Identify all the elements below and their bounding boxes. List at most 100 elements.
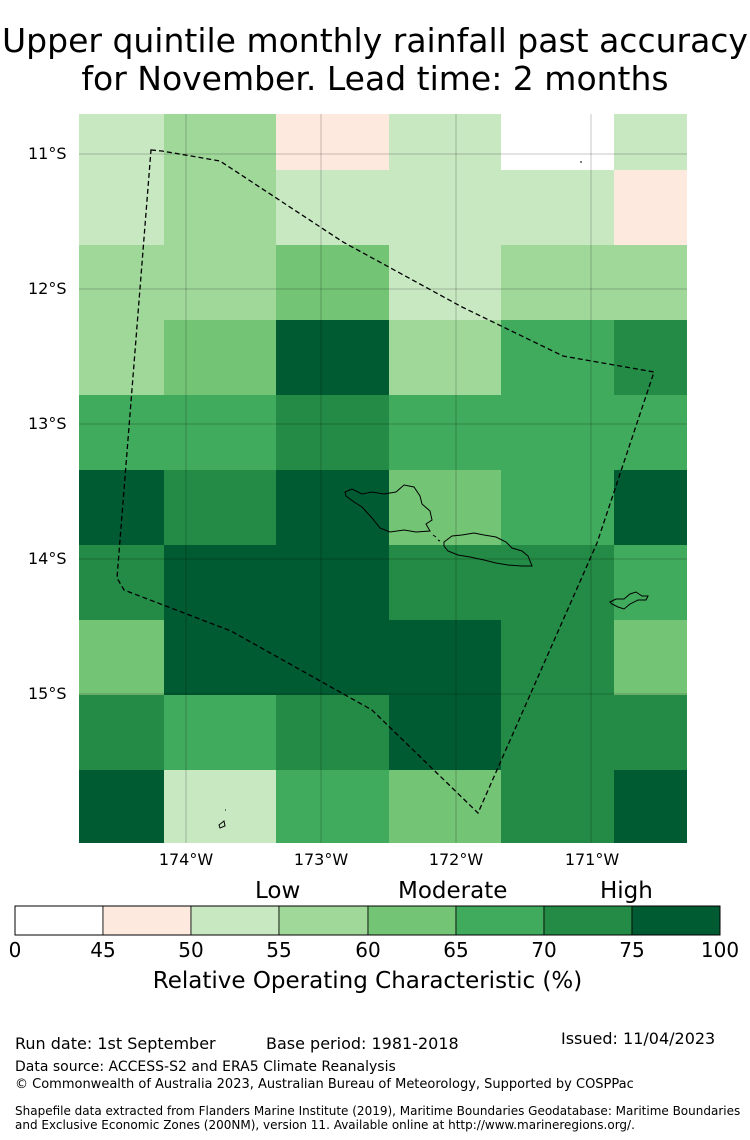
colorbar-bin-55-60 — [278, 905, 369, 936]
grid-cell-r2-c5 — [614, 245, 687, 320]
small-islet-2 — [437, 539, 441, 542]
grid-cell-r3-c0 — [79, 320, 164, 395]
colorbar-tick-100: 100 — [700, 938, 740, 962]
colorbar-category-moderate: Moderate — [398, 878, 508, 904]
colorbar-tick-70: 70 — [531, 938, 557, 962]
grid-cell-r2-c4 — [501, 245, 614, 320]
colorbar-tick-65: 65 — [443, 938, 469, 962]
grid-cell-r7-c5 — [614, 620, 687, 695]
colorbar-category-high: High — [600, 878, 653, 904]
small-islet-1 — [432, 534, 437, 538]
lat-label-14s: 14°S — [28, 549, 67, 568]
lat-label-11s: 11°S — [28, 144, 67, 163]
grid-cell-r5-c3 — [389, 470, 501, 545]
issued-date: Issued: 11/04/2023 — [561, 1029, 716, 1048]
grid-cell-r3-c1 — [164, 320, 276, 395]
grid-cell-r4-c3 — [389, 395, 501, 470]
rainfall-accuracy-grid — [79, 114, 687, 843]
grid-cell-r8-c2 — [276, 695, 389, 770]
lat-label-13s: 13°S — [28, 414, 67, 433]
colorbar-bin-75-100 — [631, 905, 721, 936]
colorbar-tick-60: 60 — [355, 938, 381, 962]
grid-cell-r2-c0 — [79, 245, 164, 320]
grid-cell-r1-c2 — [276, 170, 389, 245]
grid-cell-r9-c3 — [389, 770, 501, 843]
grid-cell-r6-c2 — [276, 545, 389, 620]
lon-label-174w: 174°W — [158, 850, 214, 869]
grid-cell-r5-c0 — [79, 470, 164, 545]
tutuila-island — [609, 591, 649, 610]
grid-cell-r7-c2 — [276, 620, 389, 695]
grid-cell-r3-c3 — [389, 320, 501, 395]
grid-cell-r1-c0 — [79, 170, 164, 245]
graticule — [79, 114, 687, 843]
grid-cell-r9-c1 — [164, 770, 276, 843]
savaii-island — [344, 484, 433, 533]
grid-cell-r3-c2 — [276, 320, 389, 395]
lon-label-171w: 171°W — [564, 850, 620, 869]
colorbar-category-low: Low — [255, 878, 301, 904]
grid-cell-r7-c1 — [164, 620, 276, 695]
colorbar-tick-0: 0 — [8, 938, 22, 962]
title-line-2: for November. Lead time: 2 months — [81, 59, 669, 98]
colorbar-bins — [14, 905, 721, 936]
grid-cell-r9-c0 — [79, 770, 164, 843]
lat-label-15s: 15°S — [28, 684, 67, 703]
grid-cell-r7-c0 — [79, 620, 164, 695]
grid-cell-r8-c5 — [614, 695, 687, 770]
grid-cell-r4-c5 — [614, 395, 687, 470]
grid-cell-r5-c5 — [614, 470, 687, 545]
grid-cell-r2-c1 — [164, 245, 276, 320]
grid-cell-r6-c1 — [164, 545, 276, 620]
grid-cell-r6-c0 — [79, 545, 164, 620]
colorbar-axis-label: Relative Operating Characteristic (%) — [152, 968, 583, 994]
grid-cell-r3-c4 — [501, 320, 614, 395]
grid-cell-r6-c4 — [501, 545, 614, 620]
grid-cell-r8-c1 — [164, 695, 276, 770]
grid-cell-r8-c4 — [501, 695, 614, 770]
map-title: Upper quintile monthly rainfall past acc… — [0, 22, 750, 98]
colorbar-bin-45-50 — [102, 905, 192, 936]
copyright: © Commonwealth of Australia 2023, Austra… — [15, 1077, 634, 1092]
grid-cell-r9-c5 — [614, 770, 687, 843]
data-source: Data source: ACCESS-S2 and ERA5 Climate … — [15, 1059, 396, 1075]
colorbar-tick-50: 50 — [178, 938, 204, 962]
grid-cell-r7-c3 — [389, 620, 501, 695]
grid-cell-r0-c1 — [164, 114, 276, 170]
grid-cell-r4-c0 — [79, 395, 164, 470]
grid-cell-r0-c4 — [501, 114, 614, 170]
grid-cell-r1-c5 — [614, 170, 687, 245]
colorbar-bin-70-75 — [543, 905, 633, 936]
grid-cell-r8-c3 — [389, 695, 501, 770]
grid-cell-r4-c4 — [501, 395, 614, 470]
grid-cell-r4-c2 — [276, 395, 389, 470]
colorbar-bin-0-45 — [14, 905, 104, 936]
lon-label-173w: 173°W — [293, 850, 349, 869]
colorbar-bin-60-65 — [367, 905, 457, 936]
grid-cell-r0-c3 — [389, 114, 501, 170]
colorbar-frame — [14, 905, 721, 936]
coastlines — [218, 161, 649, 829]
colorbar-tick-55: 55 — [266, 938, 292, 962]
colorbar — [14, 905, 721, 936]
grid-cell-r0-c2 — [276, 114, 389, 170]
colorbar-tick-75: 75 — [619, 938, 645, 962]
grid-cell-r1-c3 — [389, 170, 501, 245]
grid-cell-r5-c2 — [276, 470, 389, 545]
grid-cell-r9-c2 — [276, 770, 389, 843]
run-date: Run date: 1st September — [15, 1034, 216, 1053]
lat-label-12s: 12°S — [28, 279, 67, 298]
grid-cell-r4-c1 — [164, 395, 276, 470]
colorbar-bin-65-70 — [455, 905, 545, 936]
title-line-1: Upper quintile monthly rainfall past acc… — [2, 21, 748, 60]
grid-cell-r9-c4 — [501, 770, 614, 843]
grid-cell-r1-c1 — [164, 170, 276, 245]
grid-cell-r5-c4 — [501, 470, 614, 545]
colorbar-bin-50-55 — [190, 905, 280, 936]
upolu-island — [443, 532, 533, 567]
grid-cell-r5-c1 — [164, 470, 276, 545]
base-period: Base period: 1981-2018 — [266, 1034, 459, 1053]
grid-cell-r2-c3 — [389, 245, 501, 320]
lon-label-172w: 172°W — [428, 850, 484, 869]
